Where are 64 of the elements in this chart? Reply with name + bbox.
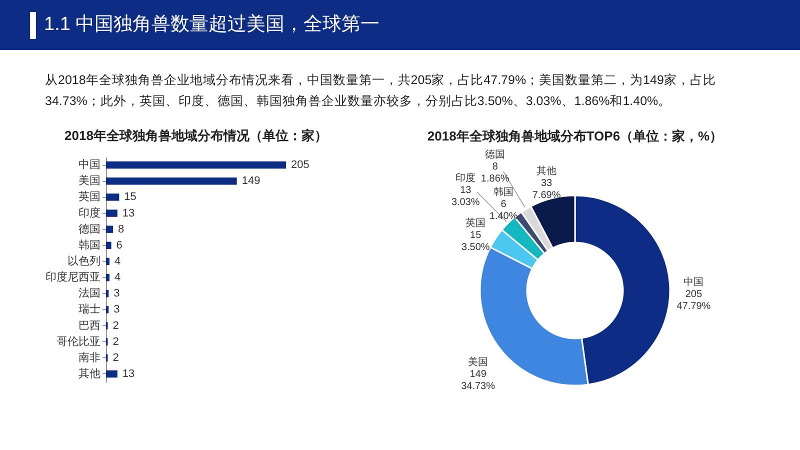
y-tick-label: 南非 (78, 350, 100, 364)
data-label: 3.03% (451, 196, 480, 208)
data-label: 8 (118, 223, 124, 236)
y-tick-label: 英国 (78, 190, 100, 204)
bar (106, 258, 110, 266)
text: 15 (470, 230, 482, 241)
slice-label: 德国 (485, 149, 506, 160)
y-tick-label: 其他 (78, 366, 100, 380)
data-label: 4 (114, 272, 121, 284)
y-tick-label: 印度 (78, 206, 100, 220)
y-tick-label: 印度尼西亚 (46, 270, 100, 284)
bar (106, 370, 118, 378)
y-tick-label: 巴西 (78, 320, 100, 332)
data-label: 205 (291, 159, 310, 172)
text: 33 (540, 178, 552, 190)
bar (106, 290, 109, 298)
text: 6 (500, 199, 506, 210)
slice-label: 英国 (466, 216, 486, 229)
slice-label: 中国 (684, 276, 704, 288)
slice-label: 美国 (468, 356, 488, 368)
text: 149 (470, 368, 486, 380)
text: 从2018年全球独角兽企业地域分布情况来看，中国数量第一，共205家，占比47.79%；美国数量第二，为149家，占比34.73%；此外，英国、印度、德国、韩国独角兽企业数量亦较多，分别占比3.50%、3.03%、1.86%和1.40%。 (45, 72, 717, 110)
text: 8 (492, 161, 498, 172)
chart-title: 2018年全球独角兽地域分布TOP6（单位：家，%） (427, 128, 723, 144)
bar (106, 161, 286, 169)
slice-label: 其他 (536, 165, 557, 178)
chart-title: 2018年全球独角兽地域分布情况（单位：家） (64, 128, 328, 143)
text: 13 (460, 184, 472, 196)
bar (106, 242, 112, 250)
data-label: 1.86% (480, 173, 510, 184)
bar (106, 194, 120, 201)
data-label: 13 (122, 368, 135, 380)
data-label: 47.79% (676, 300, 711, 312)
y-tick-label: 瑞士 (78, 302, 100, 316)
data-label: 13 (122, 207, 135, 220)
bar (106, 306, 109, 314)
slice-label: 韩国 (494, 186, 514, 198)
data-label: 149 (242, 175, 260, 188)
bar (106, 226, 114, 233)
data-label: 7.69% (532, 190, 561, 202)
bar (106, 210, 118, 217)
data-label: 6 (116, 239, 122, 252)
data-label: 4 (114, 255, 121, 268)
data-label: 3.50% (461, 242, 490, 253)
y-tick-label: 韩国 (78, 238, 100, 252)
data-label: 2 (112, 336, 119, 348)
data-label: 15 (124, 191, 136, 204)
y-tick-label: 美国 (78, 174, 100, 188)
slice-label: 印度 (456, 172, 476, 184)
y-tick-label: 德国 (78, 223, 100, 236)
data-label: 34.73% (461, 380, 496, 392)
data-label: 2 (112, 320, 119, 332)
bar (106, 274, 110, 282)
bar (106, 177, 237, 185)
data-label: 3 (114, 288, 120, 300)
data-label: 1.40% (489, 211, 518, 222)
data-label: 3 (114, 304, 120, 316)
y-tick-label: 中国 (78, 158, 100, 172)
text: 205 (685, 288, 702, 300)
y-tick-label: 哥伦比亚 (56, 334, 100, 348)
data-label: 2 (112, 352, 119, 364)
y-tick-label: 以色列 (68, 254, 100, 268)
y-tick-label: 法国 (78, 286, 100, 300)
text: 1.1 中国独角兽数量超过美国，全球第一 (44, 12, 380, 37)
